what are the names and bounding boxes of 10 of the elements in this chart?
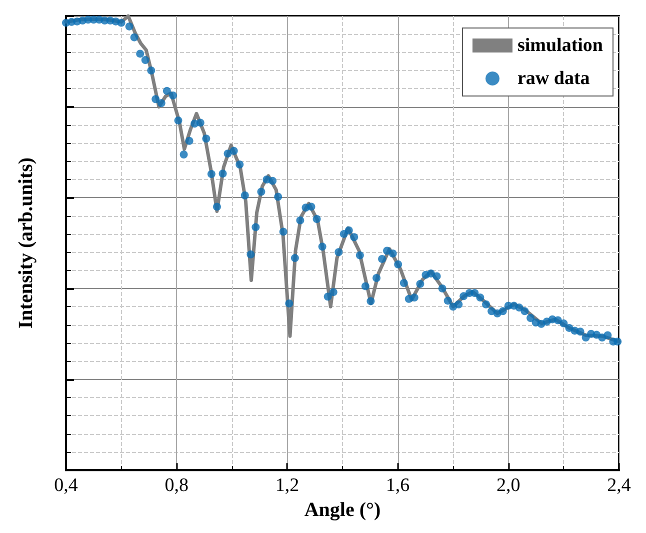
- legend-label: simulation: [517, 35, 604, 56]
- x-tick-label: 1,2: [275, 475, 300, 496]
- y-axis-title: Intensity (arb.units): [15, 157, 37, 329]
- x-tick-label: 1,6: [386, 475, 410, 496]
- x-tick-label: 2,4: [607, 475, 632, 496]
- legend-label: raw data: [517, 68, 590, 89]
- x-axis-title: Angle (°): [304, 499, 381, 521]
- x-tick-label: 2,0: [496, 475, 520, 496]
- x-tick-label: 0,4: [54, 475, 78, 496]
- x-tick-label: 0,8: [164, 475, 188, 496]
